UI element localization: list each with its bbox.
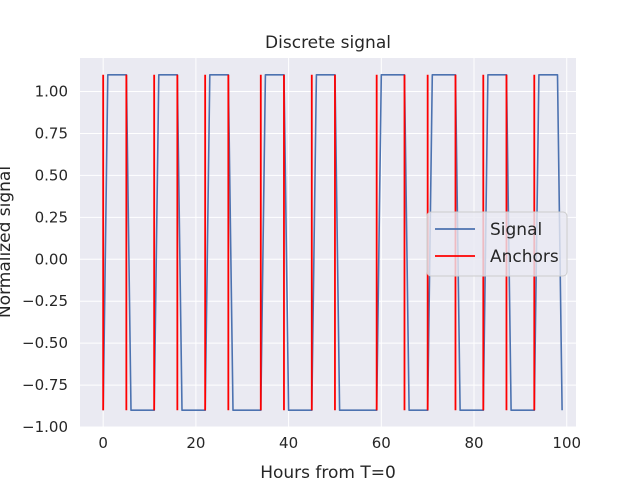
- y-tick-label: −0.75: [22, 376, 68, 394]
- x-tick-label: 100: [552, 434, 581, 452]
- signal-line: [102, 74, 563, 412]
- y-tick-label: −0.25: [22, 292, 68, 310]
- y-tick-label: 1.00: [35, 83, 68, 101]
- chart-title: Discrete signal: [265, 33, 391, 53]
- x-axis-label: Hours from T=0: [260, 463, 396, 480]
- x-tick-label: 20: [186, 434, 205, 452]
- legend-anchors-label: Anchors: [490, 247, 559, 267]
- legend-box: [426, 211, 568, 277]
- y-tick-label: −1.00: [22, 418, 68, 436]
- y-tick-label: 0.00: [35, 250, 68, 268]
- y-tick-label: 0.75: [35, 124, 68, 142]
- y-tick-label: 0.25: [35, 208, 68, 226]
- x-tick-label: 60: [372, 434, 391, 452]
- x-tick-label: 40: [279, 434, 298, 452]
- y-tick-label: 0.50: [35, 166, 68, 184]
- ticks: 0 20 40 60 80 100 −1.00 −0.75 −0.50 −0.25 0.00 0.25…: [22, 83, 581, 452]
- legend: Signal Anchors: [426, 211, 568, 277]
- legend-signal-label: Signal: [490, 220, 542, 240]
- x-tick-label: 0: [98, 434, 108, 452]
- x-tick-label: 80: [464, 434, 483, 452]
- y-axis-label: Normalized signal: [0, 166, 15, 318]
- y-tick-label: −0.50: [22, 334, 68, 352]
